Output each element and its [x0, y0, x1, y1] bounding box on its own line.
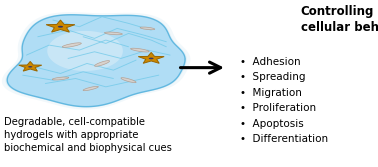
Ellipse shape — [94, 61, 110, 66]
Polygon shape — [138, 52, 164, 63]
Text: Degradable, cell-compatible
hydrogels with appropriate
biochemical and biophysic: Degradable, cell-compatible hydrogels wi… — [4, 117, 172, 153]
Text: •  Proliferation: • Proliferation — [240, 103, 316, 113]
Ellipse shape — [140, 27, 155, 30]
Ellipse shape — [52, 77, 69, 80]
Polygon shape — [5, 14, 187, 108]
Ellipse shape — [58, 26, 63, 28]
Ellipse shape — [149, 58, 153, 59]
Text: •  Spreading: • Spreading — [240, 72, 305, 82]
Text: •  Adhesion: • Adhesion — [240, 57, 301, 67]
Ellipse shape — [104, 32, 122, 35]
Ellipse shape — [130, 48, 149, 52]
Ellipse shape — [83, 86, 98, 91]
Polygon shape — [2, 12, 191, 110]
Polygon shape — [47, 31, 123, 71]
Polygon shape — [7, 15, 185, 107]
Text: •  Migration: • Migration — [240, 88, 302, 98]
Text: •  Apoptosis: • Apoptosis — [240, 119, 304, 129]
Ellipse shape — [62, 43, 81, 47]
Text: •  Differentiation: • Differentiation — [240, 134, 328, 144]
Ellipse shape — [28, 66, 33, 67]
Ellipse shape — [121, 78, 136, 83]
Polygon shape — [19, 61, 42, 71]
Polygon shape — [46, 20, 75, 32]
Text: Controlling
cellular behavior: Controlling cellular behavior — [301, 5, 378, 34]
